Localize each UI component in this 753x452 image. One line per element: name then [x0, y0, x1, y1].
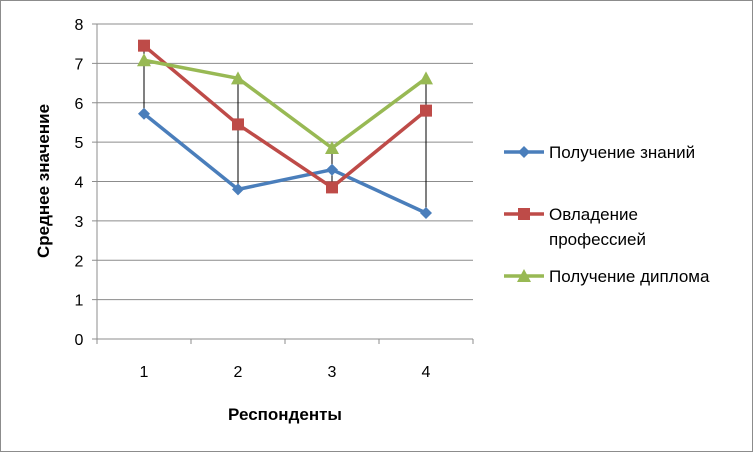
series-line — [143, 58, 428, 150]
x-axis-title: Респонденты — [228, 405, 342, 424]
y-tick-label: 1 — [75, 293, 84, 310]
x-tick-label: 1 — [140, 364, 149, 381]
legend-marker — [518, 146, 530, 158]
data-point — [326, 181, 338, 194]
data-point — [138, 39, 150, 52]
x-tick-label: 4 — [422, 364, 431, 381]
series-group — [137, 39, 433, 219]
data-point — [137, 53, 151, 67]
data-point — [419, 71, 433, 85]
x-tick-labels: 1 2 3 4 — [140, 364, 431, 381]
legend-marker — [517, 269, 531, 282]
legend-label: Овладение профессией — [549, 205, 646, 249]
data-point — [325, 141, 339, 155]
legend-item-1: Получение знаний — [504, 143, 695, 162]
legend-label: Получение знаний — [549, 143, 695, 162]
series-line — [142, 44, 428, 190]
data-point — [326, 163, 338, 176]
legend-item-3: Получение диплома — [504, 267, 710, 286]
series-1 — [138, 107, 432, 219]
series-3 — [137, 53, 433, 155]
y-tick-label: 0 — [75, 332, 84, 349]
y-tick-label: 2 — [75, 253, 84, 270]
y-tick-label: 7 — [75, 56, 84, 73]
y-tick-label: 3 — [75, 214, 84, 231]
y-tick-label: 6 — [75, 96, 84, 113]
data-point — [420, 104, 432, 117]
series-2 — [138, 39, 432, 194]
y-tick-labels: 0 1 2 3 4 5 6 7 8 — [75, 17, 84, 349]
legend-item-2: Овладение профессией — [504, 205, 646, 249]
legend: Получение знаний Овладение профессией Получ… — [504, 143, 710, 286]
data-point — [138, 107, 150, 120]
y-tick-label: 5 — [75, 135, 84, 152]
data-point — [420, 207, 432, 219]
data-point — [232, 183, 244, 196]
x-tick-label: 3 — [328, 364, 337, 381]
y-tick-label: 4 — [75, 175, 84, 192]
series-line — [142, 112, 427, 215]
high-low-lines — [143, 45, 427, 213]
axes — [96, 24, 474, 344]
legend-label: Получение диплома — [549, 267, 710, 286]
y-axis-title: Среднее значение — [34, 104, 53, 258]
x-tick-label: 2 — [234, 364, 243, 381]
legend-marker — [518, 208, 530, 220]
data-point — [231, 71, 245, 85]
data-point — [232, 118, 244, 131]
y-tick-label: 8 — [75, 17, 84, 34]
